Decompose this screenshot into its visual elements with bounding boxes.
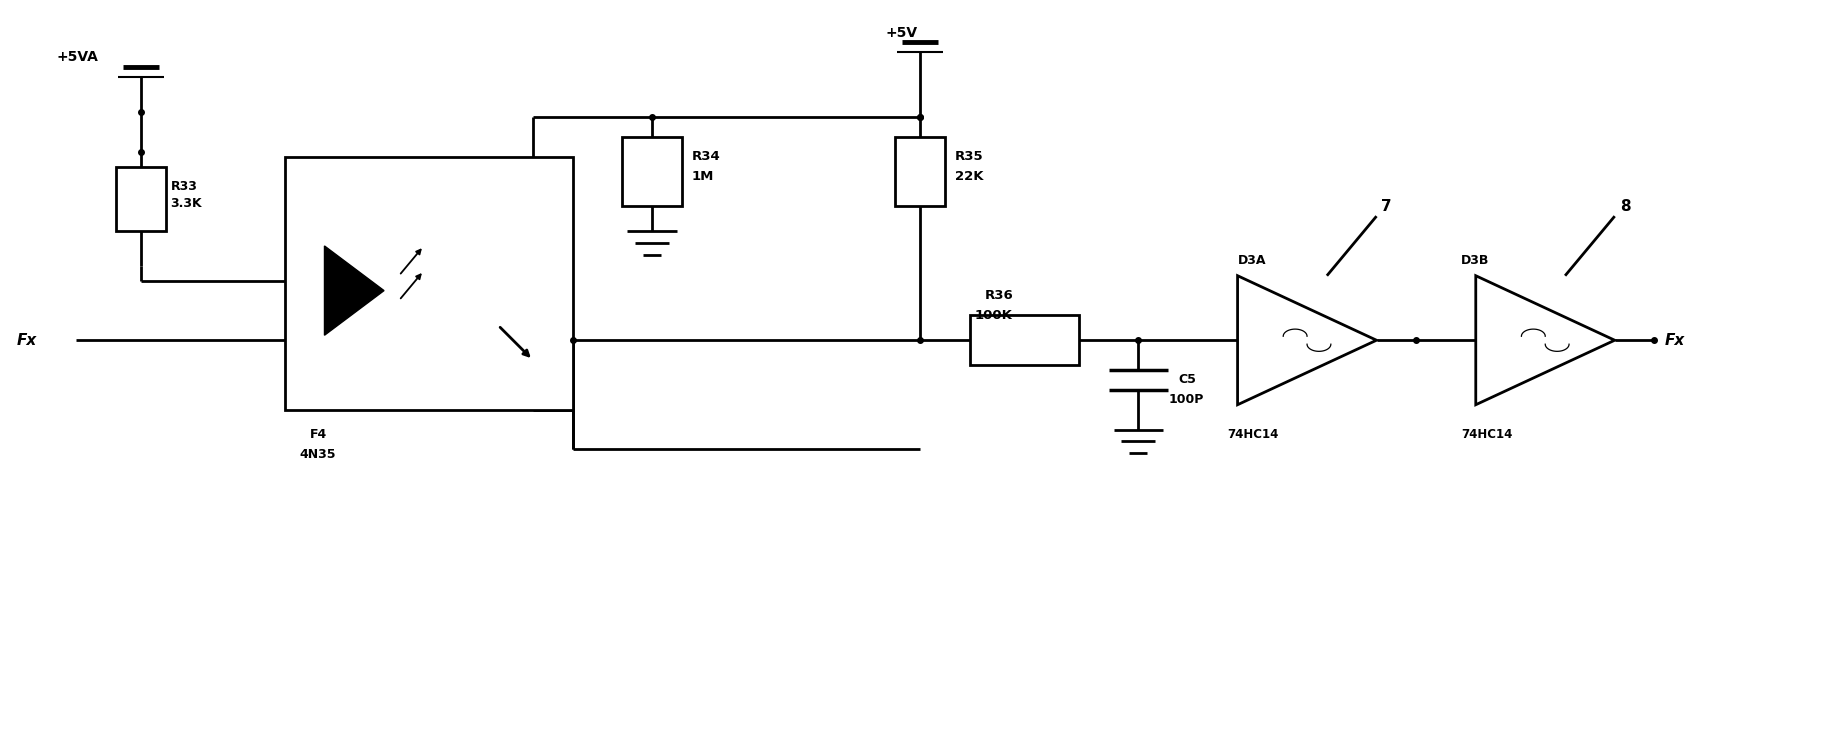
Text: 74HC14: 74HC14	[1460, 428, 1511, 441]
Text: R36: R36	[984, 289, 1013, 302]
Text: Fx: Fx	[16, 333, 37, 348]
Bar	[623, 137, 682, 206]
Text: +5VA: +5VA	[57, 50, 99, 64]
Text: Fx: Fx	[1663, 333, 1685, 348]
Bar	[969, 315, 1079, 365]
Text: R34: R34	[692, 150, 720, 163]
Bar	[896, 137, 945, 206]
Text: D3B: D3B	[1460, 255, 1489, 267]
Text: +5V: +5V	[885, 26, 918, 39]
Text: 22K: 22K	[954, 170, 984, 183]
Text: R33: R33	[170, 180, 198, 193]
Text: 100K: 100K	[975, 309, 1013, 322]
Text: D3A: D3A	[1238, 255, 1266, 267]
Text: 4N35: 4N35	[300, 448, 335, 461]
Text: 7: 7	[1381, 199, 1392, 214]
Text: 8: 8	[1619, 199, 1630, 214]
Polygon shape	[324, 246, 385, 335]
Polygon shape	[1238, 276, 1376, 405]
Text: R35: R35	[954, 150, 984, 163]
Bar	[115, 166, 165, 231]
Text: 3.3K: 3.3K	[170, 197, 202, 209]
Text: 100P: 100P	[1169, 393, 1204, 406]
Polygon shape	[1477, 276, 1614, 405]
Text: 74HC14: 74HC14	[1227, 428, 1279, 441]
Bar	[284, 157, 573, 410]
Text: F4: F4	[310, 428, 326, 441]
Text: 1M: 1M	[692, 170, 714, 183]
Text: C5: C5	[1178, 374, 1196, 386]
